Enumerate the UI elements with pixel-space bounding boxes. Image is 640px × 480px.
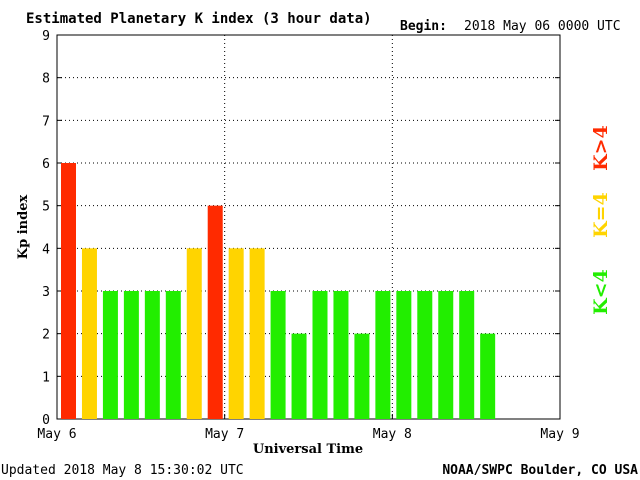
kp-bar	[396, 291, 412, 419]
y-tick-label: 1	[42, 370, 50, 385]
begin-value: 2018 May 06 0000 UTC	[464, 19, 621, 34]
y-tick-labels: 0 1 2 3 4 5 6 7 8 9	[42, 29, 50, 428]
kp-bar	[375, 291, 391, 419]
y-tick-label: 4	[42, 242, 50, 257]
y-tick-label: 5	[42, 200, 50, 215]
kp-bar	[186, 248, 202, 419]
y-tick-label: 3	[42, 285, 50, 300]
legend-k-equal-4: K=4	[590, 192, 612, 238]
y-tick-label: 8	[42, 72, 50, 87]
kp-bar	[270, 291, 286, 419]
kp-bar	[144, 291, 160, 419]
kp-bar	[123, 291, 139, 419]
kp-bar	[61, 163, 76, 419]
kp-bar	[417, 291, 433, 419]
source-credit: NOAA/SWPC Boulder, CO USA	[442, 463, 638, 478]
begin-label: Begin:	[400, 19, 447, 34]
y-tick-label: 7	[42, 114, 50, 129]
legend-k-less-4: K<4	[590, 269, 612, 315]
kp-bar	[480, 333, 496, 419]
x-tick-label: May 7	[205, 427, 244, 442]
y-tick-label: 6	[42, 157, 50, 172]
plot-frame	[56, 34, 561, 420]
y-tick-label: 2	[42, 328, 50, 343]
x-tick-labels: May 6 May 7 May 8 May 9	[37, 427, 579, 442]
kp-bar	[81, 248, 97, 419]
kp-bar	[249, 248, 265, 419]
chart-title: Estimated Planetary K index (3 hour data…	[26, 11, 372, 27]
kp-bar	[459, 291, 475, 419]
y-tick-label: 9	[42, 29, 50, 44]
kp-bar	[312, 291, 328, 419]
bar-series	[61, 163, 496, 419]
x-tick-label: May 9	[540, 427, 579, 442]
legend-k-greater-4: K>4	[590, 125, 612, 171]
x-tick-label: May 6	[37, 427, 76, 442]
kp-bar	[438, 291, 454, 419]
kp-bar	[354, 333, 370, 419]
kp-bar	[207, 205, 223, 419]
kp-bar	[333, 291, 349, 419]
kp-bar	[291, 333, 307, 419]
kp-bar	[228, 248, 244, 419]
updated-timestamp: Updated 2018 May 8 15:30:02 UTC	[1, 463, 244, 478]
x-tick-label: May 8	[373, 427, 412, 442]
y-axis-title: Kp index	[16, 195, 31, 260]
kp-bar	[102, 291, 118, 419]
vertical-gridlines	[56, 35, 561, 419]
kp-bar	[165, 291, 181, 419]
y-tick-label: 0	[42, 413, 50, 428]
x-axis-title: Universal Time	[253, 442, 363, 457]
